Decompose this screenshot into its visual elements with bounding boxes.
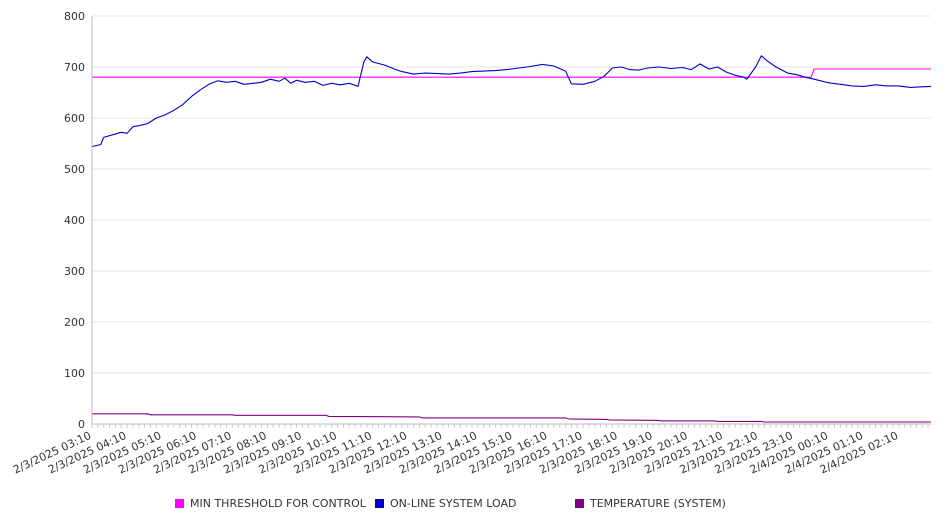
y-tick-label-600: 600 [64, 112, 85, 125]
y-tick-label-800: 800 [64, 10, 85, 23]
legend-swatch-min-threshold [175, 499, 184, 508]
legend-label-min-threshold: MIN THRESHOLD FOR CONTROL [190, 497, 366, 510]
series-line-system-load [91, 55, 932, 148]
legend-swatch-temperature [575, 499, 584, 508]
y-tick-label-0: 0 [78, 418, 85, 431]
y-tick-label-400: 400 [64, 214, 85, 227]
y-tick-label-700: 700 [64, 61, 85, 74]
series-line-min-threshold [92, 68, 931, 78]
legend-label-system-load: ON-LINE SYSTEM LOAD [390, 497, 517, 510]
series-lines [91, 55, 932, 423]
legend: MIN THRESHOLD FOR CONTROL ON-LINE SYSTEM… [0, 497, 946, 515]
series-line-temperature [92, 413, 931, 423]
y-tick-label-300: 300 [64, 265, 85, 278]
legend-label-temperature: TEMPERATURE (SYSTEM) [590, 497, 726, 510]
y-tick-label-500: 500 [64, 163, 85, 176]
y-tick-label-200: 200 [64, 316, 85, 329]
y-axis-ticks: 0 100 200 300 400 500 600 700 800 [64, 10, 85, 431]
legend-item-system-load[interactable]: ON-LINE SYSTEM LOAD [375, 497, 516, 510]
legend-item-temperature[interactable]: TEMPERATURE (SYSTEM) [575, 497, 726, 510]
legend-swatch-system-load [375, 499, 384, 508]
y-tick-label-100: 100 [64, 367, 85, 380]
x-axis-ticks: 2/3/2025 03:102/3/2025 04:102/3/2025 05:… [11, 424, 929, 476]
grid-lines [92, 15, 931, 425]
legend-item-min-threshold[interactable]: MIN THRESHOLD FOR CONTROL [175, 497, 366, 510]
axes [91, 16, 931, 425]
